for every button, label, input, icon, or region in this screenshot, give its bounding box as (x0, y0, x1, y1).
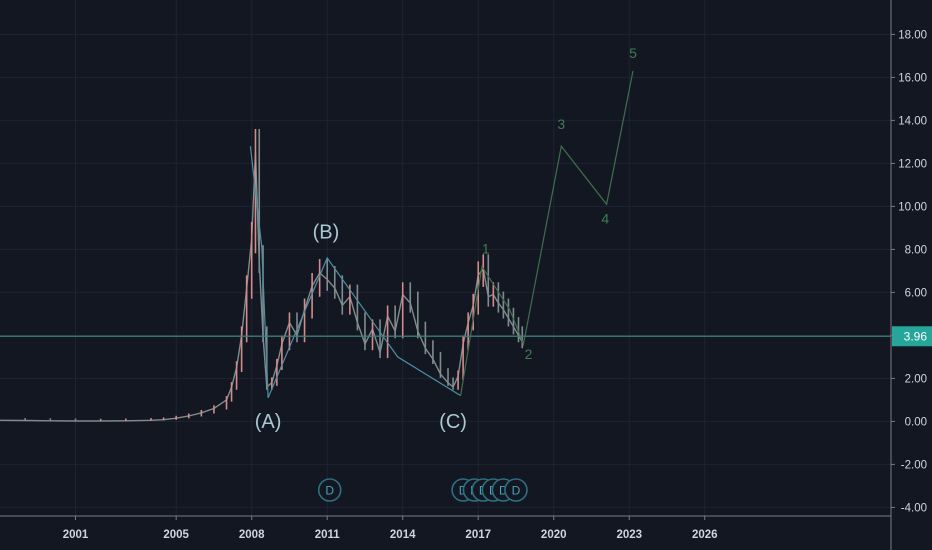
y-tick-label: 10.00 (898, 201, 927, 213)
x-axis: 2001 2005 2008 2011 2014 2017 2020 2023 2026 (0, 515, 891, 541)
price-series (0, 129, 524, 422)
x-tick-label: 2008 (239, 529, 265, 541)
dividend-marker-label: D (512, 484, 521, 498)
wave-line-correction (249, 146, 461, 399)
dividend-marker-label: D (325, 484, 334, 498)
wave-line-impulse (460, 70, 634, 396)
wave-label: (C) (439, 411, 467, 433)
y-tick-label: 18.00 (898, 29, 927, 41)
dividend-marker-label: D (499, 484, 508, 498)
dividend-marker-circle (317, 478, 342, 502)
y-tick-label: -2.00 (901, 459, 927, 471)
wave-label: 1 (482, 241, 490, 257)
y-tick-label: 14.00 (898, 115, 927, 127)
wave-labels: (A) (B) (C) 1 2 3 4 5 (255, 45, 637, 433)
x-tick-label: 2017 (465, 529, 491, 541)
x-tick-label: 2005 (163, 529, 189, 541)
x-tick-label: 2001 (63, 529, 89, 541)
wave-label: 4 (601, 211, 609, 227)
x-tick-label: 2023 (616, 529, 642, 541)
x-tick-label: 2014 (390, 529, 416, 541)
y-tick-label: 12.00 (898, 158, 927, 170)
y-tick-label: 6.00 (905, 287, 927, 299)
y-tick-label: 8.00 (905, 244, 927, 256)
x-tick-label: 2020 (541, 529, 567, 541)
y-tick-label: -4.00 (901, 502, 927, 514)
y-tick-label: 0.00 (905, 416, 927, 428)
wave-label: (B) (313, 222, 340, 244)
wave-label: 3 (557, 116, 565, 132)
x-tick-label: 2026 (692, 529, 718, 541)
x-tick-label: 2011 (315, 529, 341, 541)
y-axis: 18.0016.0014.0012.0010.008.006.004.002.0… (890, 0, 927, 550)
wave-label: 2 (525, 346, 533, 362)
wave-label: (A) (255, 411, 282, 433)
y-tick-label: 16.00 (898, 72, 927, 84)
last-price-tag-background (892, 326, 932, 347)
dividend-marker-circle (504, 478, 528, 502)
price-line-path (0, 152, 523, 422)
dividend-markers: DDDDDDD (317, 478, 528, 502)
wave-label: 5 (629, 45, 637, 61)
last-price-tag: 3.96 (892, 326, 932, 347)
last-price-value: 3.96 (904, 329, 928, 343)
wave-lines (249, 70, 634, 399)
grid (0, 0, 891, 516)
y-tick-label: 2.00 (905, 373, 927, 385)
